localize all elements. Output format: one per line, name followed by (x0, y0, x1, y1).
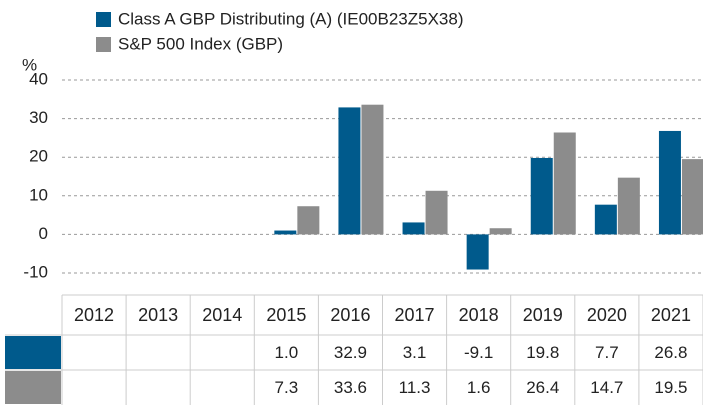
table-value: 3.1 (403, 343, 427, 362)
legend-swatch (96, 12, 111, 27)
bar (466, 234, 489, 270)
x-tick-label: 2012 (74, 305, 114, 325)
x-tick-label: 2014 (202, 305, 242, 325)
bar (402, 222, 425, 235)
bar (530, 157, 553, 235)
y-tick-label: -10 (23, 262, 48, 281)
bar (297, 206, 320, 235)
table-value: 26.4 (526, 378, 559, 397)
bar (274, 230, 297, 235)
table-value: 33.6 (334, 378, 367, 397)
legend-label: Class A GBP Distributing (A) (IE00B23Z5X… (118, 9, 464, 28)
bar (338, 107, 361, 235)
y-tick-label: 40 (29, 69, 48, 88)
y-tick-label: 0 (39, 224, 48, 243)
x-tick-label: 2017 (395, 305, 435, 325)
legend-label: S&P 500 Index (GBP) (118, 34, 283, 53)
table-value: 14.7 (590, 378, 623, 397)
table-swatch (5, 336, 61, 369)
table-value: 1.0 (275, 343, 299, 362)
y-tick-label: 30 (29, 108, 48, 127)
y-tick-label: 10 (29, 185, 48, 204)
bar (681, 159, 703, 235)
y-tick-label: 20 (29, 147, 48, 166)
table-value: 7.3 (275, 378, 299, 397)
table-value: -9.1 (464, 343, 493, 362)
table-value: 26.8 (654, 343, 687, 362)
bar (425, 190, 448, 235)
bar (594, 204, 617, 235)
x-tick-label: 2015 (266, 305, 306, 325)
legend-swatch (96, 37, 111, 52)
table-swatch (5, 371, 61, 404)
bar (361, 104, 384, 235)
x-tick-label: 2013 (138, 305, 178, 325)
table-value: 32.9 (334, 343, 367, 362)
y-axis-label: % (22, 55, 37, 74)
bar (489, 228, 512, 235)
table-value: 11.3 (399, 378, 431, 397)
x-tick-label: 2021 (651, 305, 691, 325)
x-tick-label: 2020 (587, 305, 627, 325)
bar (658, 130, 681, 235)
bar (553, 132, 576, 235)
x-tick-label: 2016 (330, 305, 370, 325)
x-tick-label: 2018 (459, 305, 499, 325)
table-value: 19.8 (526, 343, 559, 362)
x-tick-label: 2019 (523, 305, 563, 325)
table-value: 7.7 (595, 343, 619, 362)
table-value: 19.5 (654, 378, 687, 397)
bar (617, 177, 640, 235)
table-value: 1.6 (467, 378, 491, 397)
